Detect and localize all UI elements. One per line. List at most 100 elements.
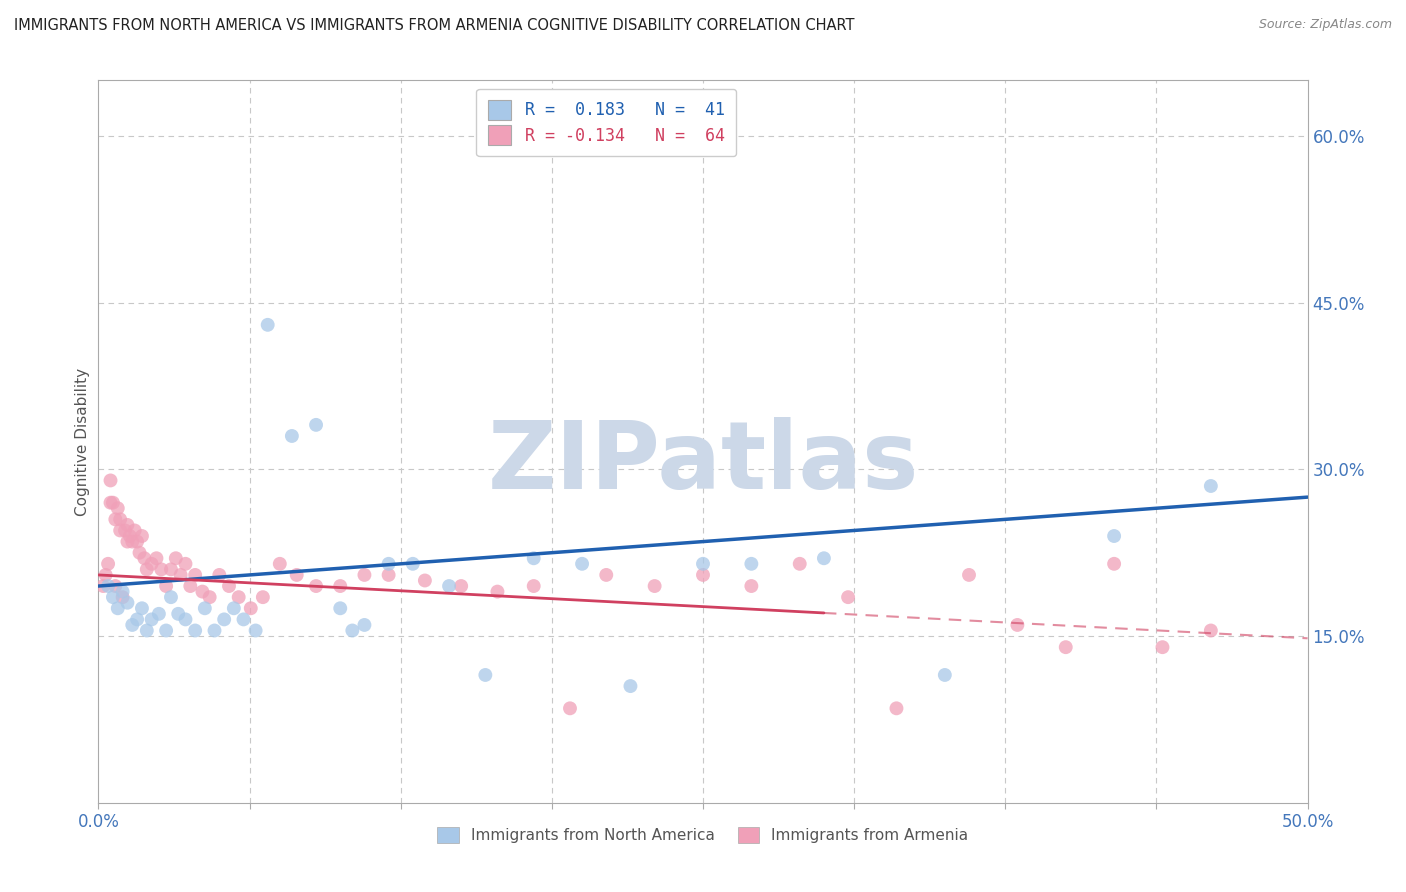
Point	[124, 524, 146, 538]
Point	[1007, 618, 1029, 632]
Point	[101, 496, 124, 510]
Point	[111, 584, 134, 599]
Point	[740, 557, 762, 571]
Point	[305, 417, 328, 432]
Point	[121, 534, 143, 549]
Legend: Immigrants from North America, Immigrants from Armenia: Immigrants from North America, Immigrant…	[432, 822, 974, 849]
Point	[174, 557, 197, 571]
Text: IMMIGRANTS FROM NORTH AMERICA VS IMMIGRANTS FROM ARMENIA COGNITIVE DISABILITY CO: IMMIGRANTS FROM NORTH AMERICA VS IMMIGRA…	[14, 18, 855, 33]
Point	[104, 579, 127, 593]
Point	[413, 574, 436, 588]
Point	[135, 624, 157, 638]
Point	[121, 618, 143, 632]
Point	[377, 568, 399, 582]
Point	[218, 579, 240, 593]
Point	[1054, 640, 1077, 655]
Point	[107, 601, 129, 615]
Point	[128, 546, 150, 560]
Point	[165, 551, 187, 566]
Point	[131, 529, 153, 543]
Point	[117, 596, 139, 610]
Point	[1102, 557, 1125, 571]
Point	[104, 512, 127, 526]
Text: Source: ZipAtlas.com: Source: ZipAtlas.com	[1258, 18, 1392, 31]
Point	[160, 562, 183, 576]
Point	[155, 579, 177, 593]
Point	[619, 679, 641, 693]
Point	[169, 568, 191, 582]
Point	[135, 562, 157, 576]
Point	[155, 624, 177, 638]
Point	[148, 607, 170, 621]
Point	[114, 524, 136, 538]
Point	[329, 601, 352, 615]
Point	[108, 512, 131, 526]
Point	[1199, 624, 1222, 638]
Point	[117, 517, 139, 532]
Point	[1199, 479, 1222, 493]
Point	[256, 318, 278, 332]
Text: ZIPatlas: ZIPatlas	[488, 417, 918, 509]
Point	[523, 579, 546, 593]
Point	[789, 557, 811, 571]
Point	[212, 612, 235, 626]
Point	[117, 534, 139, 549]
Point	[204, 624, 226, 638]
Point	[108, 524, 131, 538]
Point	[957, 568, 980, 582]
Point	[107, 501, 129, 516]
Point	[281, 429, 304, 443]
Point	[94, 568, 117, 582]
Point	[179, 579, 201, 593]
Point	[239, 601, 262, 615]
Point	[127, 612, 149, 626]
Point	[558, 701, 581, 715]
Point	[184, 624, 207, 638]
Point	[329, 579, 352, 593]
Point	[191, 584, 214, 599]
Point	[305, 579, 328, 593]
Point	[228, 590, 250, 604]
Point	[353, 618, 375, 632]
Point	[208, 568, 231, 582]
Point	[194, 601, 217, 615]
Point	[252, 590, 274, 604]
Point	[644, 579, 666, 593]
Point	[232, 612, 254, 626]
Point	[141, 612, 163, 626]
Point	[450, 579, 472, 593]
Y-axis label: Cognitive Disability: Cognitive Disability	[75, 368, 90, 516]
Point	[150, 562, 173, 576]
Point	[353, 568, 375, 582]
Point	[269, 557, 291, 571]
Point	[285, 568, 308, 582]
Point	[486, 584, 509, 599]
Point	[91, 579, 114, 593]
Point	[934, 668, 956, 682]
Point	[1152, 640, 1174, 655]
Point	[222, 601, 245, 615]
Point	[377, 557, 399, 571]
Point	[100, 474, 122, 488]
Point	[118, 529, 141, 543]
Point	[1102, 529, 1125, 543]
Point	[813, 551, 835, 566]
Point	[402, 557, 425, 571]
Point	[101, 590, 124, 604]
Point	[692, 557, 714, 571]
Point	[523, 551, 546, 566]
Point	[167, 607, 190, 621]
Point	[740, 579, 762, 593]
Point	[837, 590, 859, 604]
Point	[184, 568, 207, 582]
Point	[145, 551, 167, 566]
Point	[692, 568, 714, 582]
Point	[160, 590, 183, 604]
Point	[595, 568, 617, 582]
Point	[245, 624, 267, 638]
Point	[174, 612, 197, 626]
Point	[474, 668, 496, 682]
Point	[100, 496, 122, 510]
Point	[111, 590, 134, 604]
Point	[141, 557, 163, 571]
